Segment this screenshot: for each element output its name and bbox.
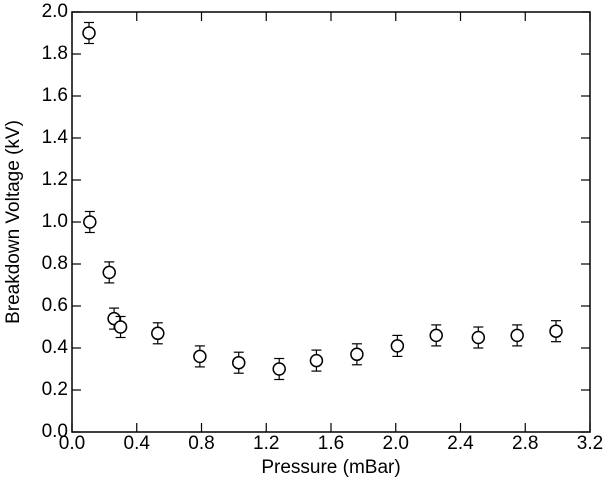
y-tick-label: 1.6 (42, 85, 68, 106)
x-tick-label: 2.4 (447, 433, 474, 454)
x-tick-label: 0.8 (188, 433, 214, 454)
data-point (471, 330, 486, 345)
x-tick-label: 2.0 (383, 433, 409, 454)
plot-frame (71, 11, 591, 433)
data-point (82, 26, 96, 40)
y-tick-label: 1.2 (42, 169, 68, 190)
x-tick-label: 1.6 (318, 433, 344, 454)
y-tick-label: 0.8 (42, 253, 68, 274)
y-tick-label: 2.0 (42, 1, 68, 22)
x-tick-label: 0.4 (124, 433, 151, 454)
data-point (272, 362, 286, 376)
data-point (231, 355, 246, 370)
data-point (350, 347, 364, 362)
y-axis-label: Breakdown Voltage (kV) (3, 120, 24, 324)
y-tick-label: 0.0 (42, 421, 68, 442)
data-point (83, 215, 97, 229)
y-tick-label: 0.4 (42, 337, 69, 358)
data-point (113, 320, 128, 334)
data-point (151, 326, 165, 341)
data-point (102, 265, 116, 280)
data-point (549, 324, 563, 338)
data-point (429, 328, 443, 343)
data-point (193, 349, 207, 364)
x-tick-label: 1.2 (253, 433, 279, 454)
x-tick-label: 2.8 (512, 433, 538, 454)
data-point (510, 328, 524, 343)
x-tick-label: 0.0 (59, 433, 85, 454)
data-point (309, 353, 324, 368)
y-tick-label: 1.4 (42, 127, 69, 148)
data-point (390, 339, 405, 353)
x-tick-label: 3.2 (577, 433, 603, 454)
x-axis-label: Pressure (mBar) (261, 457, 400, 478)
y-tick-label: 1.0 (42, 211, 68, 232)
y-tick-label: 0.6 (42, 295, 68, 316)
y-tick-label: 1.8 (42, 43, 68, 64)
y-tick-label: 0.2 (42, 379, 68, 400)
